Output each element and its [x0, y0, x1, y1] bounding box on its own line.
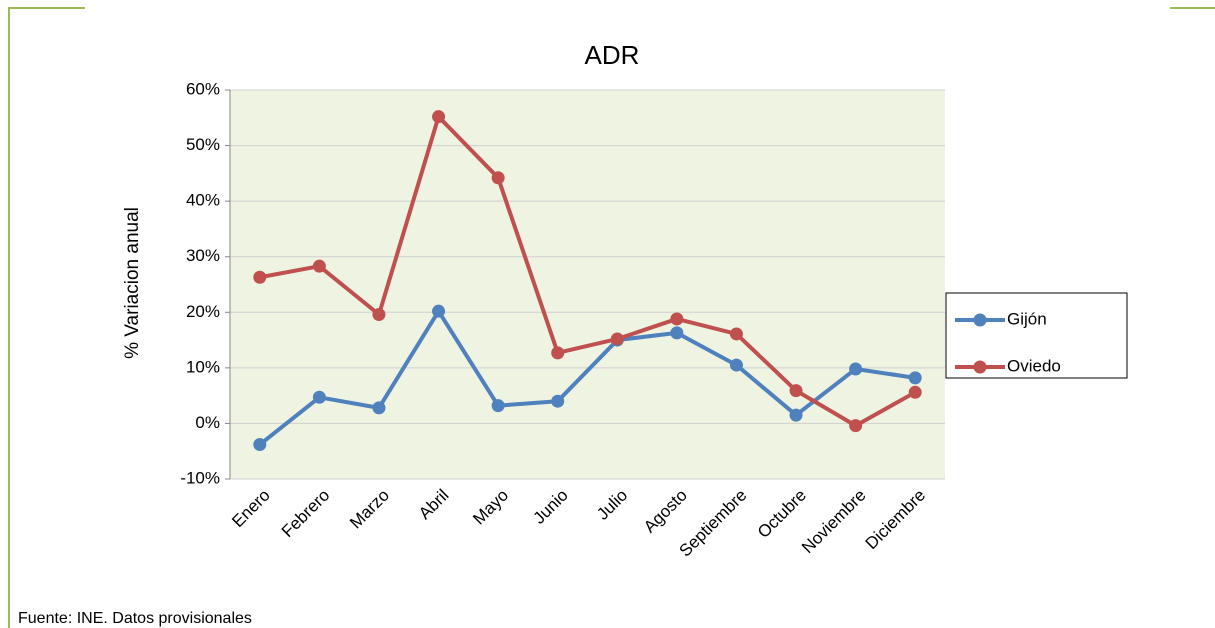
data-point — [729, 327, 743, 341]
x-tick-label: Enero — [228, 486, 274, 532]
legend-label: Oviedo — [1007, 356, 1061, 375]
legend-label: Gijón — [1007, 309, 1047, 328]
source-note: Fuente: INE. Datos provisionales — [18, 610, 252, 627]
chart-title: ADR — [585, 40, 640, 70]
data-point — [670, 326, 684, 340]
data-point — [789, 408, 803, 422]
series-line — [259, 114, 917, 428]
data-point — [551, 346, 565, 360]
y-tick-label: 0% — [195, 413, 220, 432]
y-tick-label: 10% — [186, 357, 220, 376]
y-axis-label: % Variacion anual — [122, 207, 143, 359]
y-tick-label: 30% — [186, 246, 220, 265]
data-point — [372, 401, 386, 415]
data-point — [610, 332, 624, 346]
data-point — [312, 259, 326, 273]
y-tick-label: 40% — [186, 191, 220, 210]
x-tick-label: Noviembre — [798, 486, 870, 558]
y-tick-label: 20% — [186, 302, 220, 321]
x-tick-label: Junio — [530, 486, 572, 528]
data-point — [849, 419, 863, 433]
x-tick-label: Diciembre — [862, 486, 930, 554]
data-point — [789, 384, 803, 398]
x-tick-label: Julio — [593, 486, 631, 524]
data-point — [432, 110, 446, 124]
x-tick-label: Agosto — [640, 486, 691, 537]
data-point — [908, 385, 922, 399]
y-tick-label: -10% — [180, 468, 220, 487]
x-tick-label: Febrero — [278, 486, 334, 542]
data-point — [253, 438, 267, 452]
y-tick-label: 50% — [186, 135, 220, 154]
x-tick-label: Marzo — [346, 486, 393, 533]
series-line — [258, 309, 916, 447]
legend-marker — [973, 313, 987, 327]
x-tick-label: Mayo — [469, 486, 512, 529]
legend-marker — [973, 360, 987, 374]
data-point — [432, 304, 446, 318]
data-point — [253, 270, 267, 284]
y-tick-label: 60% — [186, 79, 220, 98]
data-point — [312, 390, 326, 404]
data-point — [372, 308, 386, 322]
data-point — [551, 394, 565, 408]
data-point — [908, 371, 922, 385]
plot-area — [230, 90, 945, 479]
x-tick-label: Octubre — [754, 486, 810, 542]
data-point — [491, 399, 505, 413]
x-tick-label: Abril — [415, 486, 452, 523]
data-point — [491, 171, 505, 185]
data-point — [729, 358, 743, 372]
data-point — [670, 312, 684, 326]
data-point — [849, 362, 863, 376]
